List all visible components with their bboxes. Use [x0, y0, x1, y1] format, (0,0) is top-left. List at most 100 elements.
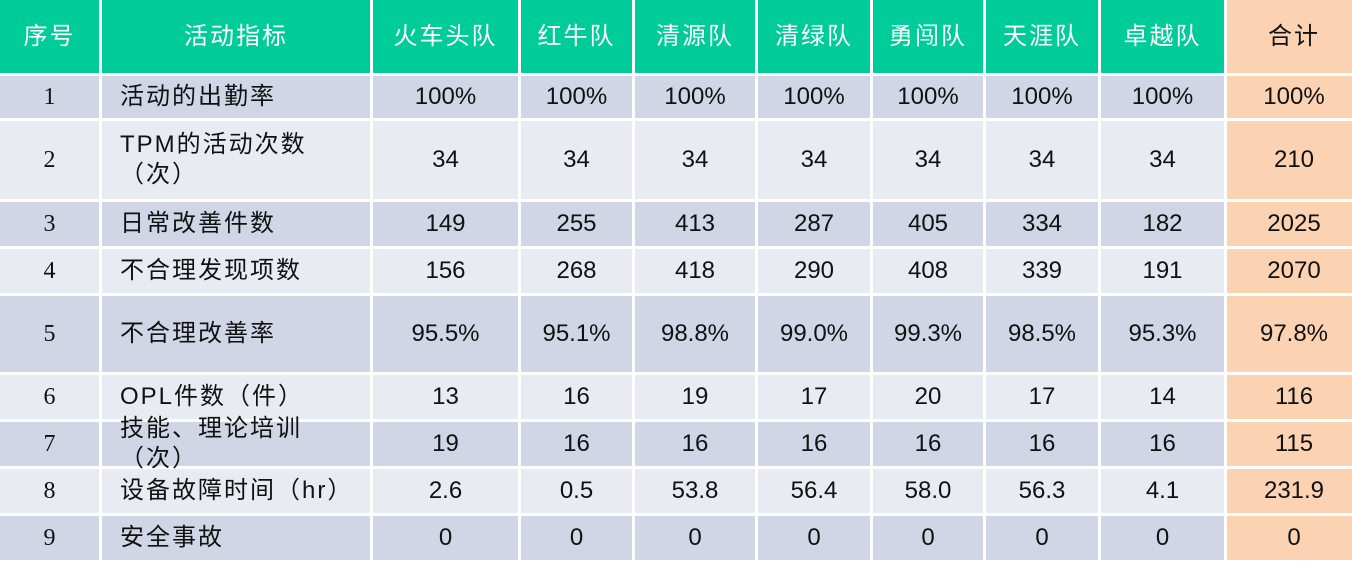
column-header: 清源队 [635, 0, 755, 73]
table-cell: 2.6 [373, 469, 518, 513]
table-cell: 182 [1101, 202, 1224, 246]
row-number: 2 [0, 121, 99, 199]
row-number: 8 [0, 469, 99, 513]
metric-label: 设备故障时间（hr） [102, 469, 370, 513]
table-cell: 16 [521, 422, 632, 466]
metric-label: 活动的出勤率 [102, 76, 370, 118]
table-cell: 191 [1101, 249, 1224, 293]
table-cell: 2070 [1227, 249, 1352, 293]
table-cell: 418 [635, 249, 755, 293]
table-cell: 0 [1227, 516, 1352, 560]
table-cell: 16 [521, 375, 632, 419]
table-cell: 0 [758, 516, 870, 560]
table-cell: 99.0% [758, 296, 870, 372]
table-cell: 16 [1101, 422, 1224, 466]
row-number: 3 [0, 202, 99, 246]
table-cell: 16 [986, 422, 1098, 466]
table-cell: 0 [635, 516, 755, 560]
table-cell: 34 [986, 121, 1098, 199]
table-cell: 34 [873, 121, 983, 199]
table-cell: 17 [986, 375, 1098, 419]
row-number: 4 [0, 249, 99, 293]
table-cell: 210 [1227, 121, 1352, 199]
table-cell: 100% [986, 76, 1098, 118]
table-cell: 56.3 [986, 469, 1098, 513]
table-cell: 56.4 [758, 469, 870, 513]
table-cell: 98.8% [635, 296, 755, 372]
metric-label: OPL件数（件） [102, 375, 370, 419]
table-cell: 58.0 [873, 469, 983, 513]
metric-label: 技能、理论培训（次） [102, 415, 370, 472]
column-header: 序号 [0, 0, 99, 73]
table-cell: 13 [373, 375, 518, 419]
table-cell: 53.8 [635, 469, 755, 513]
table-cell: 268 [521, 249, 632, 293]
table-cell: 95.1% [521, 296, 632, 372]
table-cell: 100% [1227, 76, 1352, 118]
column-header: 清绿队 [758, 0, 870, 73]
table-cell: 0 [373, 516, 518, 560]
table-cell: 0 [986, 516, 1098, 560]
table-cell: 98.5% [986, 296, 1098, 372]
row-number: 5 [0, 296, 99, 372]
table-cell: 413 [635, 202, 755, 246]
table-cell: 100% [1101, 76, 1224, 118]
table-cell: 16 [758, 422, 870, 466]
table-cell: 16 [873, 422, 983, 466]
table-cell: 99.3% [873, 296, 983, 372]
table-cell: 4.1 [1101, 469, 1224, 513]
table-cell: 14 [1101, 375, 1224, 419]
table-cell: 34 [373, 121, 518, 199]
table-cell: 100% [635, 76, 755, 118]
metric-label: 安全事故 [102, 516, 370, 560]
table-cell: 100% [521, 76, 632, 118]
metric-label: 不合理改善率 [102, 296, 370, 372]
table-cell: 408 [873, 249, 983, 293]
table-cell: 334 [986, 202, 1098, 246]
metric-label: TPM的活动次数（次） [102, 121, 370, 199]
row-number: 1 [0, 76, 99, 118]
table-cell: 0.5 [521, 469, 632, 513]
metric-label: 不合理发现项数 [102, 249, 370, 293]
table-cell: 34 [635, 121, 755, 199]
metric-label: 日常改善件数 [102, 202, 370, 246]
table-cell: 339 [986, 249, 1098, 293]
table-cell: 0 [873, 516, 983, 560]
table-cell: 34 [1101, 121, 1224, 199]
table-cell: 156 [373, 249, 518, 293]
column-header: 卓越队 [1101, 0, 1224, 73]
column-header: 合计 [1227, 0, 1352, 73]
table-cell: 0 [1101, 516, 1224, 560]
row-number: 7 [0, 422, 99, 466]
column-header: 勇闯队 [873, 0, 983, 73]
table-cell: 34 [758, 121, 870, 199]
table-cell: 116 [1227, 375, 1352, 419]
table-cell: 17 [758, 375, 870, 419]
table-cell: 97.8% [1227, 296, 1352, 372]
table-cell: 100% [873, 76, 983, 118]
table-cell: 34 [521, 121, 632, 199]
table-cell: 287 [758, 202, 870, 246]
row-number: 9 [0, 516, 99, 560]
table-cell: 0 [521, 516, 632, 560]
table-cell: 149 [373, 202, 518, 246]
table-cell: 2025 [1227, 202, 1352, 246]
table-cell: 19 [373, 422, 518, 466]
table-cell: 95.5% [373, 296, 518, 372]
table-cell: 255 [521, 202, 632, 246]
table-cell: 20 [873, 375, 983, 419]
column-header: 活动指标 [102, 0, 370, 73]
table-cell: 405 [873, 202, 983, 246]
column-header: 天涯队 [986, 0, 1098, 73]
table-cell: 19 [635, 375, 755, 419]
table-cell: 95.3% [1101, 296, 1224, 372]
table-cell: 100% [373, 76, 518, 118]
table-cell: 231.9 [1227, 469, 1352, 513]
row-number: 6 [0, 375, 99, 419]
column-header: 火车头队 [373, 0, 518, 73]
table-cell: 100% [758, 76, 870, 118]
table-cell: 290 [758, 249, 870, 293]
table-cell: 16 [635, 422, 755, 466]
table-cell: 115 [1227, 422, 1352, 466]
